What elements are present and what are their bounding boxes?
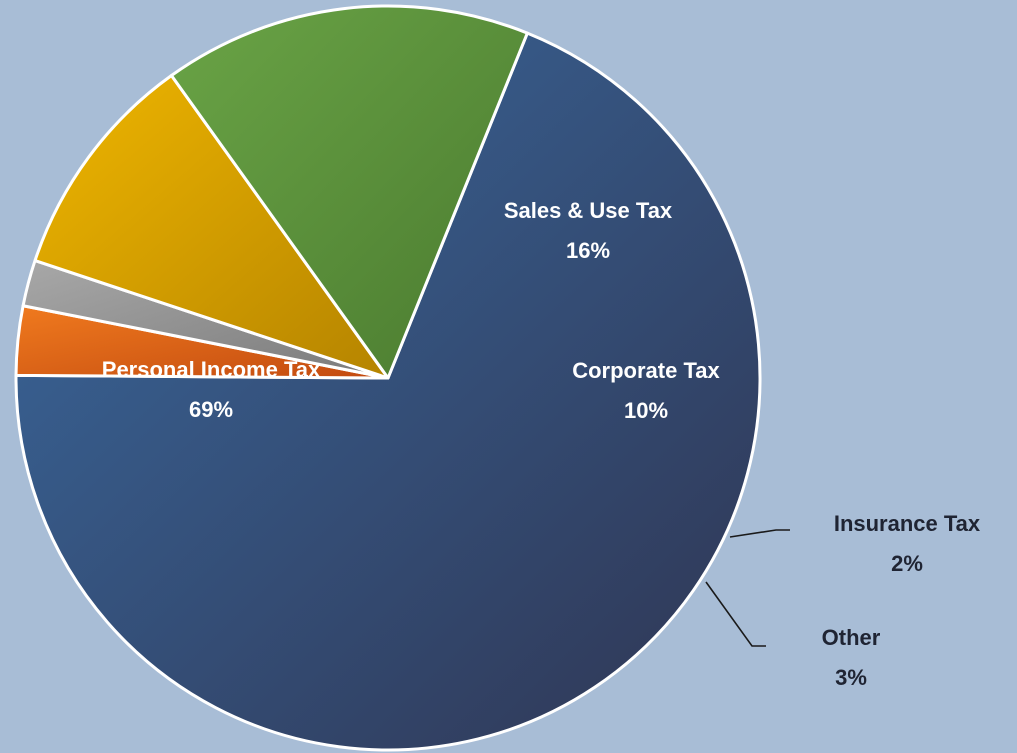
slice-name-sales-use-tax: Sales & Use Tax [504, 198, 673, 223]
slice-labels: Personal Income Tax 69% Other 3% Insurance T… [102, 198, 981, 690]
leader-line-other [705, 581, 766, 647]
leader-line-insurance-tax [729, 529, 790, 538]
slice-name-other: Other [822, 625, 881, 650]
slice-personal-income-tax [14, 31, 762, 752]
slice-percent-other: 3% [835, 665, 867, 690]
data-label-sales-use-tax: Sales & Use Tax 16% [504, 198, 673, 263]
slice-percent-sales-use-tax: 16% [566, 238, 610, 263]
slice-percent-insurance-tax: 2% [891, 551, 923, 576]
slice-sales-use-tax [169, 4, 529, 380]
slice-name-personal-income-tax: Personal Income Tax [102, 357, 321, 382]
leader-lines [705, 529, 790, 647]
slice-corporate-tax [33, 74, 390, 380]
data-label-corporate-tax: Corporate Tax 10% [572, 358, 720, 423]
slice-percent-personal-income-tax: 69% [189, 397, 233, 422]
slice-percent-corporate-tax: 10% [624, 398, 668, 423]
pie-slices [14, 4, 762, 752]
data-label-other: Other 3% [822, 625, 881, 690]
data-label-insurance-tax: Insurance Tax 2% [834, 511, 981, 576]
data-label-personal-income-tax: Personal Income Tax 69% [102, 357, 321, 422]
slice-name-insurance-tax: Insurance Tax [834, 511, 981, 536]
slice-name-corporate-tax: Corporate Tax [572, 358, 720, 383]
